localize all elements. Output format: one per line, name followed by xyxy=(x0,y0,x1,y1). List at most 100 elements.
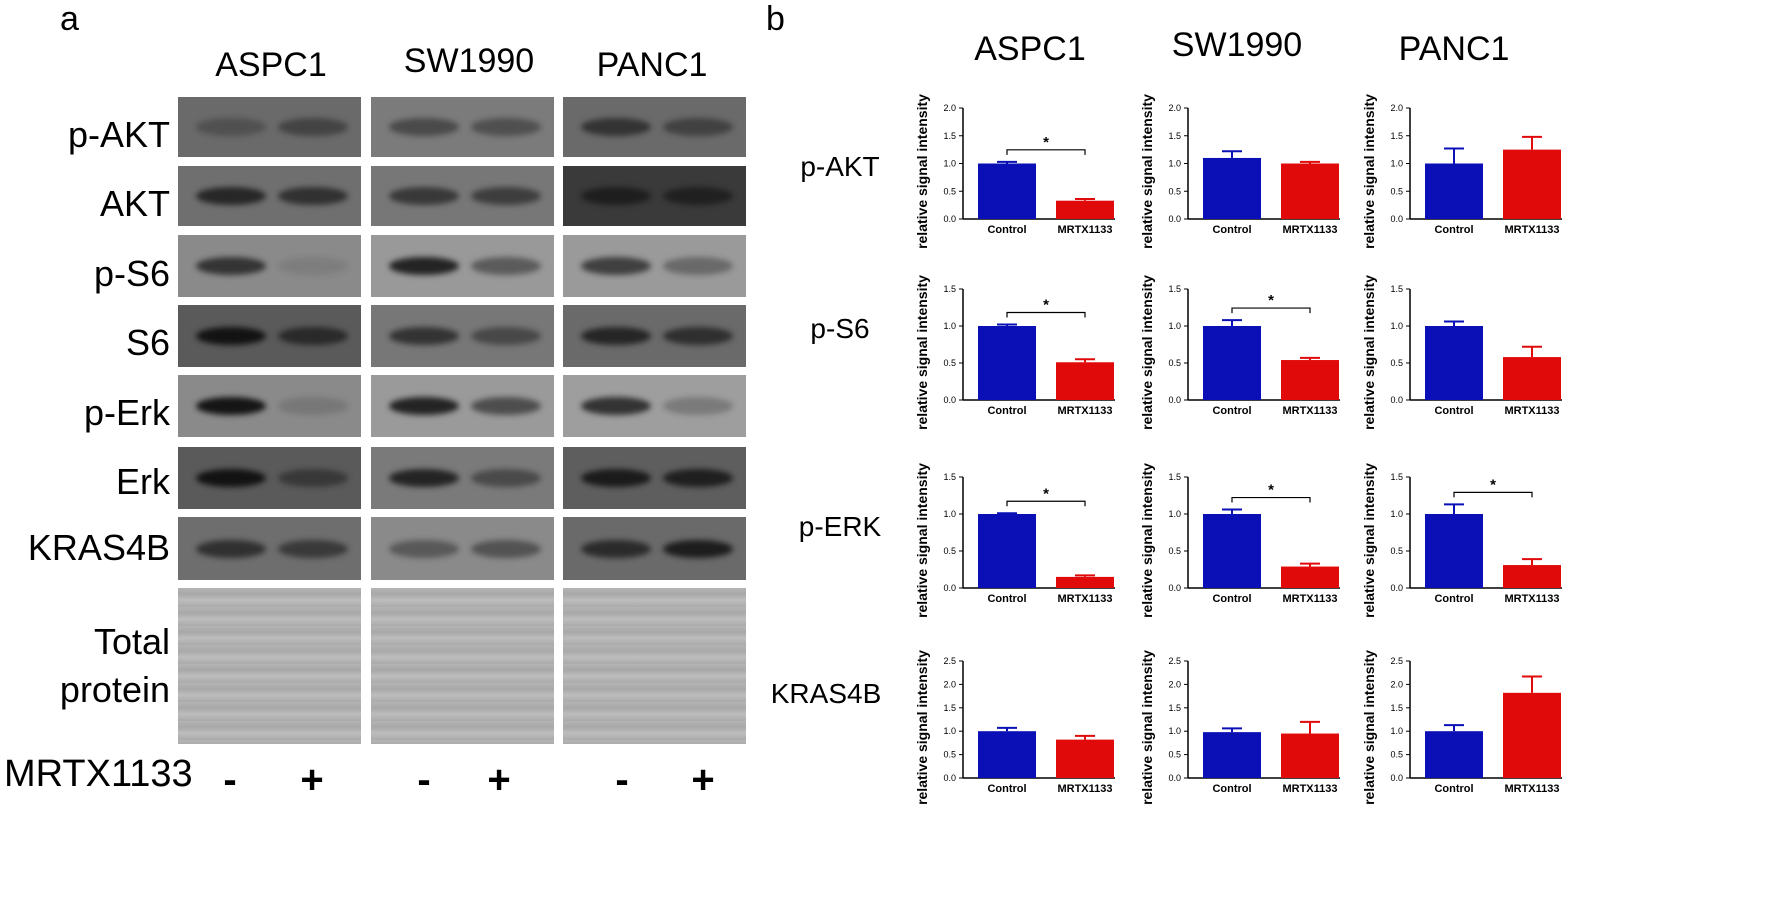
blot-band xyxy=(471,257,541,275)
x-tick-label: Control xyxy=(987,593,1026,605)
y-tick-label: 0.5 xyxy=(1390,186,1403,196)
y-tick-label: 1.5 xyxy=(1168,284,1181,294)
bar-chart: relative signal intensity 0.0 0.5 1.0 1.5 Con… xyxy=(914,463,1115,618)
x-tick-label: MRTX1133 xyxy=(1504,783,1559,795)
bar-control xyxy=(978,731,1036,778)
y-tick-label: 2.0 xyxy=(943,103,956,113)
blot-band xyxy=(581,118,651,136)
blot-image xyxy=(178,97,361,157)
y-axis-label: relative signal intensity xyxy=(1139,650,1155,805)
bar-chart: relative signal intensity 0.0 0.5 1.0 1.5 Con… xyxy=(1361,463,1562,618)
blot-image xyxy=(178,235,361,297)
y-tick-label: 0.5 xyxy=(943,750,956,760)
blot-band xyxy=(389,327,459,345)
blot-label-erk: Erk xyxy=(116,461,170,502)
blot-band xyxy=(581,187,651,205)
bar-mrtx1133 xyxy=(1503,692,1561,778)
y-axis-label: relative signal intensity xyxy=(914,94,930,249)
y-axis-label: relative signal intensity xyxy=(1139,463,1155,618)
blot-image xyxy=(563,305,746,367)
blot-band xyxy=(278,469,348,487)
blot-band xyxy=(389,539,459,558)
bar-control xyxy=(1203,326,1261,400)
x-tick-label: Control xyxy=(1212,405,1251,417)
y-tick-label: 1.5 xyxy=(1390,284,1403,294)
bar-mrtx1133 xyxy=(1056,576,1114,588)
blot-band xyxy=(389,187,459,205)
significance-marker: * xyxy=(1043,297,1049,314)
bar-control xyxy=(1425,514,1483,588)
blot-image xyxy=(563,235,746,297)
x-tick-label: MRTX1133 xyxy=(1282,783,1337,795)
bar-chart: relative signal intensity 0.0 0.5 1.0 1.5 2.0… xyxy=(1361,650,1562,805)
blot-band xyxy=(471,327,541,345)
y-tick-label: 0.0 xyxy=(943,583,956,593)
y-tick-label: 1.0 xyxy=(943,321,956,331)
significance-marker: * xyxy=(1268,482,1274,499)
y-axis-label: relative signal intensity xyxy=(1361,463,1377,618)
x-tick-label: Control xyxy=(987,224,1026,236)
blot-title-sw1990: SW1990 xyxy=(403,42,535,80)
blot-title-aspc1: ASPC1 xyxy=(215,46,327,84)
x-tick-label: Control xyxy=(1212,224,1251,236)
blot-band xyxy=(471,469,541,487)
y-tick-label: 0.5 xyxy=(1390,358,1403,368)
y-tick-label: 0.5 xyxy=(1168,186,1181,196)
treatment-sign: + xyxy=(487,758,511,802)
significance-bracket xyxy=(1453,491,1533,498)
blot-image xyxy=(563,375,746,437)
bar-chart: relative signal intensity 0.0 0.5 1.0 1.5 2.0… xyxy=(914,94,1115,249)
y-tick-label: 1.0 xyxy=(943,509,956,519)
y-axis-label: relative signal intensity xyxy=(1361,650,1377,805)
significance-marker: * xyxy=(1043,134,1049,151)
blot-band xyxy=(278,327,348,345)
bar-mrtx1133 xyxy=(1503,357,1561,400)
chart-row-label-p-s6: p-S6 xyxy=(810,313,870,344)
chart-row-label-p-akt: p-AKT xyxy=(800,151,880,182)
blot-image xyxy=(371,97,554,157)
y-tick-label: 1.0 xyxy=(943,726,956,736)
y-tick-label: 0.5 xyxy=(1390,546,1403,556)
blot-image xyxy=(371,375,554,437)
blot-band xyxy=(581,327,651,345)
bar-control xyxy=(1425,163,1483,219)
blot-band xyxy=(278,539,348,558)
y-axis-label: relative signal intensity xyxy=(914,275,930,430)
y-axis-label: relative signal intensity xyxy=(1139,275,1155,430)
treatment-sign: + xyxy=(300,758,324,802)
y-tick-label: 0.0 xyxy=(1168,583,1181,593)
x-tick-label: Control xyxy=(1212,783,1251,795)
bar-control xyxy=(1425,731,1483,778)
panel-b-letter: b xyxy=(766,0,785,38)
treatment-sign: + xyxy=(691,758,715,802)
bar-control xyxy=(978,326,1036,400)
blot-band xyxy=(278,118,348,136)
y-tick-label: 0.5 xyxy=(943,186,956,196)
y-tick-label: 0.0 xyxy=(943,395,956,405)
treatment-label: MRTX1133 xyxy=(4,753,193,795)
blot-band xyxy=(471,187,541,205)
y-tick-label: 0.0 xyxy=(1168,395,1181,405)
blot-band xyxy=(471,539,541,558)
bar-mrtx1133 xyxy=(1281,360,1339,400)
total-protein-image xyxy=(178,588,361,744)
y-tick-label: 1.5 xyxy=(1390,472,1403,482)
blot-band xyxy=(196,327,266,345)
y-tick-label: 0.5 xyxy=(943,358,956,368)
bar-control xyxy=(978,514,1036,588)
x-tick-label: MRTX1133 xyxy=(1504,593,1559,605)
x-tick-label: Control xyxy=(1434,405,1473,417)
y-tick-label: 2.0 xyxy=(1390,103,1403,113)
y-axis-label: relative signal intensity xyxy=(1361,94,1377,249)
panel-a-letter: a xyxy=(60,0,79,38)
bar-mrtx1133 xyxy=(1503,565,1561,588)
total-protein-image xyxy=(563,588,746,744)
bar-chart: relative signal intensity 0.0 0.5 1.0 1.5 Con… xyxy=(914,275,1115,430)
blot-band xyxy=(278,397,348,415)
chart-column-title-panc1: PANC1 xyxy=(1398,30,1510,68)
blot-band xyxy=(663,327,733,345)
y-tick-label: 0.0 xyxy=(1168,773,1181,783)
y-tick-label: 0.0 xyxy=(1390,214,1403,224)
significance-bracket xyxy=(1006,149,1086,155)
blot-image xyxy=(563,97,746,157)
